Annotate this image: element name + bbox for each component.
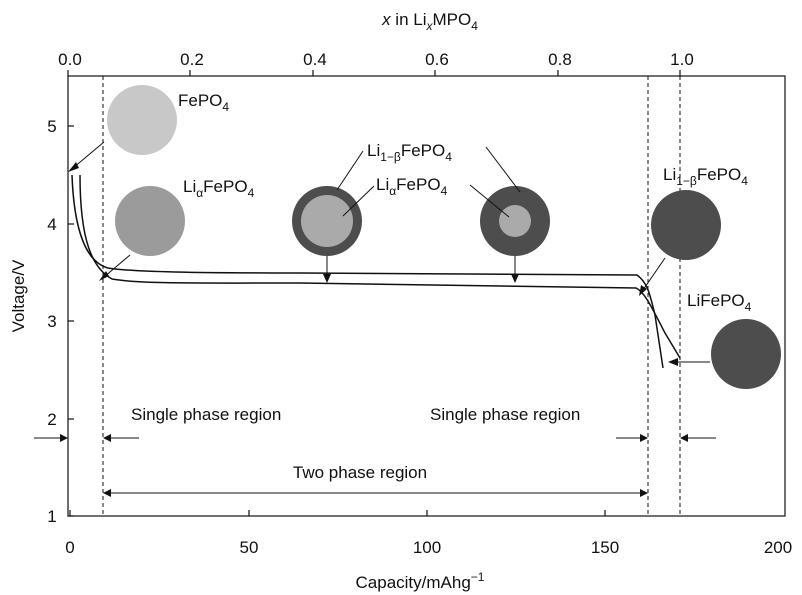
label-li-alpha-sub1: α xyxy=(196,186,203,200)
arrowhead-li-1-beta xyxy=(639,285,647,296)
top-tick-label-1: 0.2 xyxy=(180,50,204,69)
label-li-alpha2-sub1: α xyxy=(389,184,396,198)
label-li-alpha2-a: Li xyxy=(376,175,389,194)
pointer-arrows xyxy=(68,141,710,366)
label-li-alpha-a: Li xyxy=(183,177,196,196)
label-li1mb2-sub2: 4 xyxy=(741,174,748,188)
label-li1mb-sub2: 4 xyxy=(445,150,452,164)
fepo4-particle xyxy=(107,85,177,155)
x-tick-label-50: 50 xyxy=(240,538,259,557)
label-li-alpha-b: FePO xyxy=(203,177,247,196)
y-tick-label-1: 1 xyxy=(47,507,56,526)
label-li1mb2-b: FePO xyxy=(697,165,741,184)
y-tick-label-4: 4 xyxy=(47,215,56,234)
top-axis-title-tail: MPO xyxy=(433,10,472,29)
label-li-1-beta-fepo4-right: Li1−βFePO4 xyxy=(663,165,748,188)
label-li1mb2-a: Li xyxy=(663,165,676,184)
core-shell-particle-2-core xyxy=(499,205,531,237)
core-shell-particle-1-core xyxy=(301,195,353,247)
arrowhead-particle-2 xyxy=(511,274,519,283)
x-tick-label-100: 100 xyxy=(413,538,441,557)
charge-curve xyxy=(71,174,664,369)
x-axis: 0 50 100 150 200 Capacity/mAhg−1 xyxy=(65,510,792,592)
top-tick-label-5: 1.0 xyxy=(670,50,694,69)
li-alpha-fepo4-particle xyxy=(115,186,185,256)
label-li1mb2-sub1: 1−β xyxy=(676,174,697,188)
region-left-inner-head xyxy=(103,434,111,442)
y-axis: 1 2 3 4 5 Voltage/V xyxy=(9,117,74,526)
y-axis-label: Voltage/V xyxy=(9,259,28,332)
x-tick-label-200: 200 xyxy=(764,538,792,557)
label-li1mb-a: Li xyxy=(367,141,380,160)
x-axis-label: Capacity/mAhg−1 xyxy=(356,570,485,592)
region-annotations: Single phase region Single phase region … xyxy=(34,405,716,497)
single-phase-region-right: Single phase region xyxy=(430,405,580,424)
x-axis-label-main: Capacity/mAhg xyxy=(356,573,471,592)
top-axis-title-rest: in Li xyxy=(391,10,427,29)
top-axis-title: x in LixMPO4 xyxy=(381,10,478,33)
arrowhead-particle-1 xyxy=(323,274,331,283)
label-li-alpha-fepo4-left: LiαFePO4 xyxy=(183,177,255,200)
two-phase-region-label: Two phase region xyxy=(293,463,427,482)
top-tick-label-3: 0.6 xyxy=(425,50,449,69)
label-li-alpha-fepo4-center: LiαFePO4 xyxy=(376,175,448,198)
single-phase-region-left: Single phase region xyxy=(131,405,281,424)
label-fepo4: FePO4 xyxy=(178,91,229,114)
label-li-alpha-sub2: 4 xyxy=(248,186,255,200)
arrow-fepo4 xyxy=(72,141,105,169)
top-axis-title-tail-sub: 4 xyxy=(471,19,478,33)
label-li1mb-b: FePO xyxy=(401,141,445,160)
arrow-li-1-beta xyxy=(642,257,666,291)
top-axis-title-sub: x xyxy=(426,19,434,33)
top-tick-label-0: 0.0 xyxy=(58,50,82,69)
x-axis-label-sup: −1 xyxy=(471,570,485,584)
label-lifepo4-main: LiFePO xyxy=(687,291,745,310)
callout-li-alpha-to-core-1 xyxy=(342,185,375,217)
region-right-inner-head xyxy=(640,434,648,442)
top-tick-label-2: 0.4 xyxy=(303,50,327,69)
callout-li1mb-to-shell-2 xyxy=(485,146,521,193)
two-phase-region-head-right xyxy=(640,489,648,497)
x-tick-label-150: 150 xyxy=(591,538,619,557)
callout-li1mb-to-shell-1 xyxy=(336,150,364,191)
two-phase-region-head-left xyxy=(103,489,111,497)
discharge-curve xyxy=(79,174,681,359)
arrowhead-lifepo4 xyxy=(668,358,678,366)
label-fepo4-main: FePO xyxy=(178,91,222,110)
label-li-1-beta-fepo4-center: Li1−βFePO4 xyxy=(367,141,452,164)
y-tick-label-2: 2 xyxy=(47,410,56,429)
x-tick-label-0: 0 xyxy=(65,538,74,557)
label-li-alpha2-sub2: 4 xyxy=(441,184,448,198)
top-axis-title-var: x xyxy=(381,10,391,29)
arrowhead-fepo4 xyxy=(68,162,79,172)
label-fepo4-sub: 4 xyxy=(222,100,229,114)
label-li1mb-sub1: 1−β xyxy=(380,150,401,164)
label-li-alpha2-b: FePO xyxy=(396,175,440,194)
y-tick-label-5: 5 xyxy=(47,117,56,136)
callout-li-alpha-to-core-2 xyxy=(469,184,510,218)
lifepo4-particle xyxy=(711,319,781,389)
arrowhead-li-alpha xyxy=(99,271,109,281)
y-tick-label-3: 3 xyxy=(47,312,56,331)
region-left-outer-head xyxy=(60,434,68,442)
top-axis: 0.0 0.2 0.4 0.6 0.8 1.0 x in LixMPO4 xyxy=(58,10,694,76)
label-lifepo4-sub: 4 xyxy=(745,300,752,314)
li-1-beta-fepo4-particle xyxy=(651,190,721,260)
label-lifepo4: LiFePO4 xyxy=(687,291,752,314)
top-tick-label-4: 0.8 xyxy=(548,50,572,69)
region-right-outer-head xyxy=(680,434,688,442)
arrow-li-alpha xyxy=(103,254,131,278)
